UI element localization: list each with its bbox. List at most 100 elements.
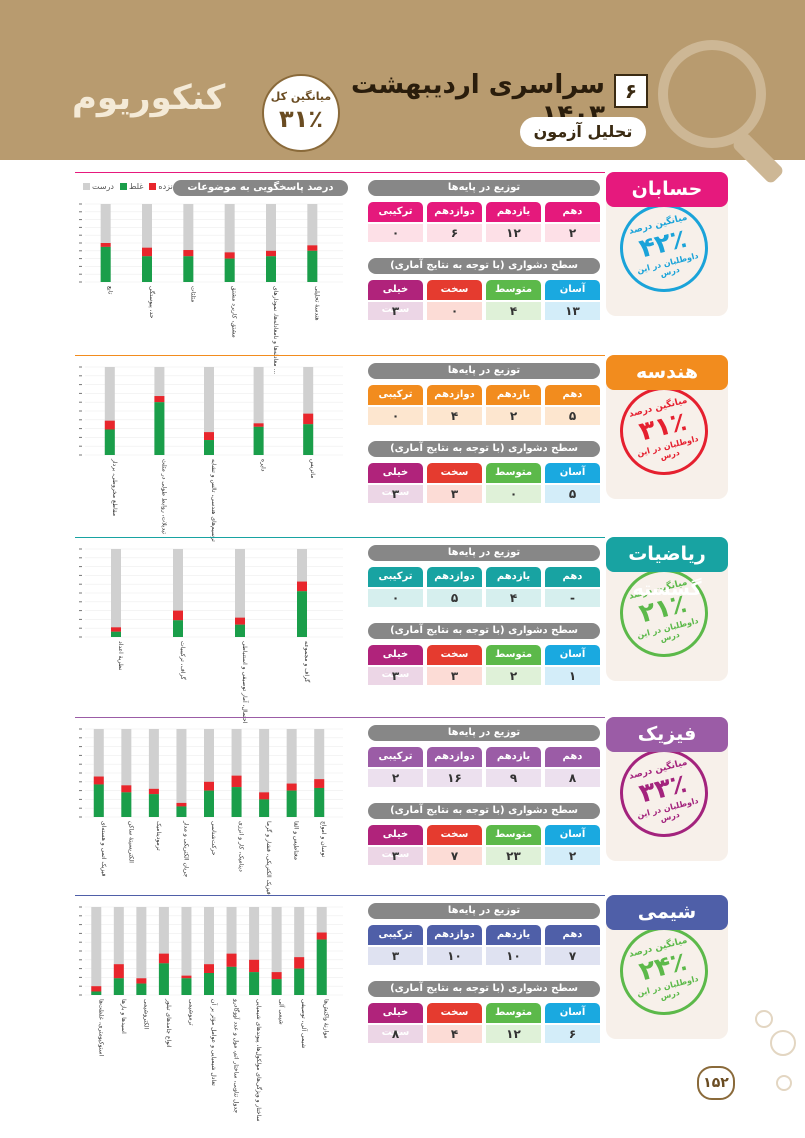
y-tick — [79, 445, 82, 447]
bar-wrong — [181, 975, 192, 979]
y-tick — [79, 950, 82, 952]
subject-panel: میانگین درصد ۲۴٪ داوطلبان در این درس — [606, 917, 728, 1039]
section-number: ۶ — [614, 74, 648, 108]
grade-distribution-cells: دهم - یازدهم ۴ دوازدهم ۵ ترکیبی ۰ — [368, 567, 600, 607]
y-tick — [79, 574, 82, 576]
section-divider — [75, 895, 605, 896]
grade-cell: دهم ۸ — [545, 747, 600, 787]
y-tick — [79, 807, 82, 809]
y-tick — [79, 790, 82, 792]
bar-blank — [307, 204, 318, 282]
grade-value: ۱۰ — [486, 947, 541, 965]
grade-distribution-cells: دهم ۵ یازدهم ۲ دوازدهم ۴ ترکیبی ۰ — [368, 385, 600, 425]
decor-circle — [755, 1010, 773, 1028]
grade-header: یازدهم — [486, 925, 541, 945]
grade-cell: دهم ۵ — [545, 385, 600, 425]
category-label: مثلثات — [189, 286, 196, 302]
difficulty-value: ۲ — [545, 847, 600, 865]
y-tick — [79, 384, 82, 386]
page-number: ۱۵۲ — [697, 1066, 735, 1100]
subject-title: فیزیک — [606, 717, 728, 752]
grade-value: ۲ — [486, 407, 541, 425]
bar-wrong — [91, 986, 102, 992]
category-label: ساختار و ویژگی‌های مولکول‌ها، پیوندهای ش… — [255, 999, 263, 1122]
category-label: جدول تناوبی، ساختار اتم، مول و عدد آووگا… — [233, 998, 242, 1114]
percent-stamp: میانگین درصد ۴۲٪ داوطلبان در این درس — [610, 194, 718, 302]
difficulty-value: ۰ — [427, 302, 482, 320]
bar-correct — [173, 620, 183, 637]
difficulty-title: سطح دشواری (با توجه به نتایج آماری) — [368, 803, 600, 819]
difficulty-value: ۲۳ — [486, 847, 541, 865]
category-label: الکتروشیمی — [142, 999, 149, 1029]
grade-distribution-title: توزیع در پایه‌ها — [368, 545, 600, 561]
subject-title: حسابان — [606, 172, 728, 207]
subject-panel: میانگین درصد ۳۱٪ داوطلبان در این درس — [606, 377, 728, 499]
y-tick — [79, 234, 82, 236]
bar-wrong — [183, 250, 194, 257]
difficulty-value: ۰ — [486, 485, 541, 503]
grade-header: ترکیبی — [368, 202, 423, 222]
grade-cell: دوازدهم ۵ — [427, 567, 482, 607]
bar-wrong — [266, 250, 276, 257]
y-tick — [79, 436, 82, 438]
bar-wrong — [259, 792, 270, 800]
category-label: تعادل شیمیایی و عوامل مؤثر بر آن — [210, 999, 219, 1086]
page-subtitle: تحلیل آزمون — [520, 117, 646, 147]
bar-wrong — [93, 776, 104, 785]
grade-value: ۰ — [368, 224, 423, 242]
bar-correct — [294, 968, 305, 995]
difficulty-cell: آسان ۶ — [545, 1003, 600, 1043]
grade-value: ۵ — [427, 589, 482, 607]
category-label: حرکت‌شناسی — [210, 821, 217, 856]
grade-header: دهم — [545, 567, 600, 587]
difficulty-cell: متوسط ۲۳ — [486, 825, 541, 865]
bar-wrong — [111, 627, 121, 632]
difficulty-value: ۴ — [486, 302, 541, 320]
difficulty-header: سخت — [427, 645, 482, 665]
subject-section: میانگین درصد ۴۲٪ داوطلبان در این درس حسابان… — [0, 172, 805, 374]
category-label: نوسان و امواج — [320, 821, 327, 858]
grade-value: ۴ — [486, 589, 541, 607]
difficulty-cell: آسان ۱ — [545, 645, 600, 685]
y-tick — [79, 772, 82, 774]
bar-wrong — [204, 781, 214, 791]
bar-correct — [314, 787, 325, 817]
grade-cell: دهم ۲ — [545, 202, 600, 242]
bar-blank — [204, 367, 214, 455]
difficulty-title: سطح دشواری (با توجه به نتایج آماری) — [368, 258, 600, 274]
bar-blank — [181, 907, 192, 995]
difficulty-value: ۵ — [545, 485, 600, 503]
section-divider — [75, 717, 605, 718]
bar-wrong — [249, 959, 260, 973]
grade-value: ۳ — [368, 947, 423, 965]
grade-distribution-cells: دهم ۷ یازدهم ۱۰ دوازدهم ۱۰ ترکیبی ۳ — [368, 925, 600, 965]
difficulty-header: خیلی سخت — [368, 1003, 423, 1038]
y-tick — [79, 746, 82, 748]
bar-correct — [148, 794, 159, 817]
bar-wrong — [121, 785, 132, 793]
category-label: احتمال، آمار توصیفی و استنباطی — [241, 641, 250, 724]
difficulty-value: ۱۲ — [486, 1025, 541, 1043]
difficulty-cell: متوسط ۲ — [486, 645, 541, 685]
bar-blank — [148, 729, 159, 817]
percent-stamp: میانگین درصد ۳۱٪ داوطلبان در این درس — [610, 377, 718, 485]
chart-plot: هندسهٔ تحلیلی معادله‌ها و نامعادله‌ها، نم… — [79, 203, 343, 374]
chart-plot: ماتریس دایره ترسیم‌های هندسی، تالس و تشابه… — [79, 366, 343, 542]
bar-wrong — [316, 932, 327, 940]
bar-blank — [303, 367, 314, 455]
grade-header: یازدهم — [486, 567, 541, 587]
y-tick — [79, 211, 82, 213]
difficulty-title: سطح دشواری (با توجه به نتایج آماری) — [368, 623, 600, 639]
grade-cell: ترکیبی ۳ — [368, 925, 423, 965]
category-label: تبدیلات، روابط طولی در مثلث — [160, 459, 167, 534]
y-tick — [79, 985, 82, 987]
grade-value: ۱۲ — [486, 224, 541, 242]
y-tick — [79, 737, 82, 739]
bar-wrong — [204, 432, 214, 441]
bar-correct — [235, 624, 245, 637]
legend-label: نزده — [158, 182, 173, 191]
difficulty-header: متوسط — [486, 1003, 541, 1023]
